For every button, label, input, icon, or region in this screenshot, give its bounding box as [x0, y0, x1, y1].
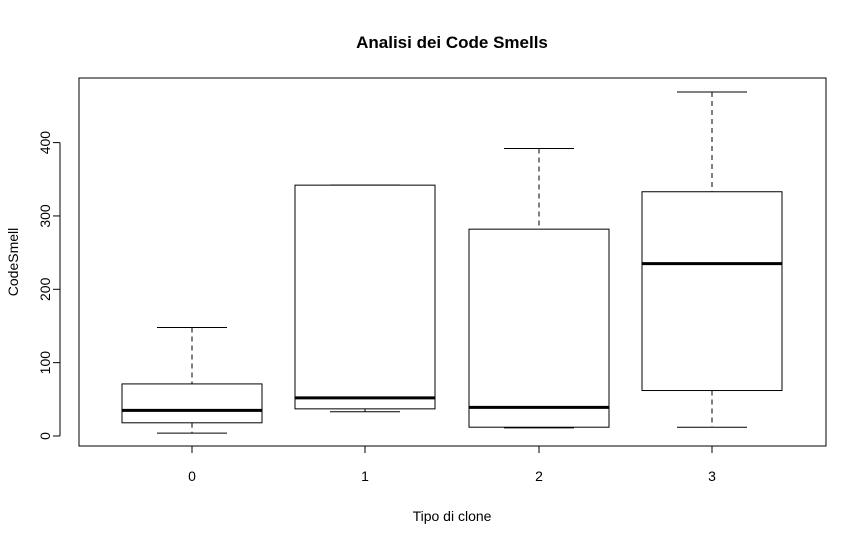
y-axis: 0 100 200 300 400	[37, 131, 61, 440]
x-axis-label: Tipo di clone	[413, 508, 492, 524]
box-group-2	[468, 147, 610, 429]
y-tick-label: 300	[37, 204, 53, 228]
y-tick-label: 0	[37, 432, 53, 440]
y-tick-label: 100	[37, 351, 53, 375]
iqr-box	[121, 383, 263, 424]
x-tick-label: 2	[535, 468, 543, 484]
chart-title: Analisi dei Code Smells	[356, 33, 548, 52]
x-tick-label: 3	[708, 468, 716, 484]
y-tick-label: 200	[37, 277, 53, 301]
box-group-0	[121, 326, 263, 434]
iqr-box	[468, 228, 610, 428]
x-axis: 0 1 2 3	[188, 445, 716, 484]
y-axis-label: CodeSmell	[5, 228, 21, 296]
y-tick-label: 400	[37, 131, 53, 155]
x-tick-label: 1	[361, 468, 369, 484]
iqr-box	[641, 191, 783, 392]
iqr-box	[294, 184, 436, 410]
x-tick-label: 0	[188, 468, 196, 484]
box-group-1	[294, 184, 436, 413]
boxes	[121, 91, 783, 434]
box-group-3	[641, 91, 783, 428]
